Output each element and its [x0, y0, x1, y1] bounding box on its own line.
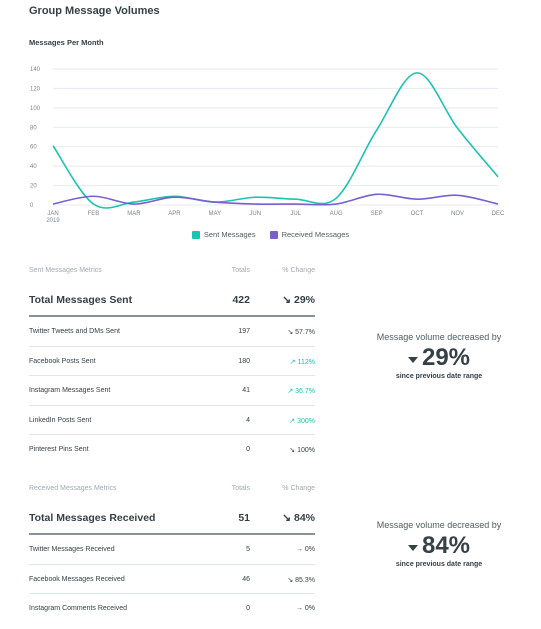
- y-tick-label: 40: [30, 164, 37, 170]
- sent-summary: Message volume decreased by 29% since pr…: [345, 332, 533, 380]
- header-change: % Change: [282, 267, 315, 274]
- row-total: 46: [242, 575, 250, 583]
- legend-label-sent: Sent Messages: [203, 230, 256, 239]
- y-tick-label: 100: [30, 106, 41, 112]
- total-value: 51: [238, 512, 250, 524]
- x-tick-label: MAY: [209, 211, 222, 217]
- row-label: Pinterest Pins Sent: [29, 446, 89, 453]
- x-tick-label: OCT: [411, 211, 424, 217]
- row-change: ↘ 85.3%: [287, 576, 315, 584]
- row-label: Facebook Messages Received: [29, 575, 125, 583]
- received-metrics-table: Received Messages Metrics Totals % Chang…: [29, 485, 315, 623]
- received-summary: Message volume decreased by 84% since pr…: [345, 520, 533, 568]
- x-tick-label: AUG: [330, 211, 343, 217]
- row-label: Twitter Tweets and DMs Sent: [29, 328, 120, 335]
- row-total: 5: [246, 546, 250, 553]
- total-value: 422: [232, 294, 250, 306]
- row-total: 0: [246, 605, 250, 612]
- table-row: Facebook Messages Received 46 ↘ 85.3%: [29, 565, 315, 594]
- series-line-received: [52, 193, 499, 206]
- legend-label-received: Received Messages: [281, 230, 350, 239]
- series-line-sent: [52, 72, 499, 209]
- summary-value: 29%: [421, 344, 471, 371]
- row-change: → 0%: [295, 546, 315, 553]
- row-label: Instagram Messages Sent: [29, 387, 111, 394]
- page-title: Group Message Volumes: [29, 5, 160, 17]
- row-total: 41: [242, 387, 250, 394]
- y-tick-label: 60: [30, 145, 37, 151]
- table-header: Received Messages Metrics Totals % Chang…: [29, 485, 315, 499]
- y-tick-label: 0: [30, 203, 34, 209]
- y-tick-label: 120: [30, 86, 41, 92]
- total-change: ↘ 29%: [282, 294, 315, 306]
- header-totals: Totals: [231, 485, 250, 492]
- table-row: Facebook Posts Sent 180 ↗ 112%: [29, 347, 315, 376]
- row-total: 197: [238, 328, 250, 335]
- table-row: Instagram Comments Received 0 → 0%: [29, 594, 315, 623]
- summary-since: since previous date range: [395, 561, 483, 568]
- summary-value-row: 29%: [345, 344, 533, 372]
- x-tick-label: MAR: [127, 211, 141, 217]
- sent-metrics-table: Sent Messages Metrics Totals % Change To…: [29, 267, 315, 464]
- x-tick-label: APR: [168, 211, 181, 217]
- table-row: Twitter Tweets and DMs Sent 197 ↘ 57.7%: [29, 317, 315, 347]
- row-change: ↘ 100%: [289, 447, 315, 454]
- y-tick-label: 20: [30, 184, 37, 190]
- total-row: Total Messages Sent 422 ↘ 29%: [29, 281, 315, 317]
- table-row: Twitter Messages Received 5 → 0%: [29, 535, 315, 565]
- table-row: Instagram Messages Sent 41 ↗ 36.7%: [29, 376, 315, 406]
- x-tick-label: JUL: [290, 211, 301, 217]
- total-label: Total Messages Sent: [29, 294, 133, 306]
- row-change: ↗ 112%: [289, 358, 315, 366]
- x-tick-label: DEC: [492, 211, 505, 217]
- decrease-icon: [407, 357, 418, 363]
- y-tick-label: 140: [30, 67, 41, 73]
- x-tick-label: SEP: [371, 211, 383, 217]
- total-change: ↘ 84%: [282, 512, 315, 524]
- header-totals: Totals: [231, 267, 250, 274]
- table-row: Pinterest Pins Sent 0 ↘ 100%: [29, 435, 315, 464]
- total-row: Total Messages Received 51 ↘ 84%: [29, 499, 315, 535]
- row-total: 4: [246, 416, 250, 424]
- summary-since: since previous date range: [395, 373, 483, 380]
- summary-text: Message volume decreased by: [376, 332, 502, 342]
- row-label: Twitter Messages Received: [29, 546, 115, 553]
- header-metrics: Sent Messages Metrics: [29, 267, 102, 274]
- row-total: 180: [238, 357, 250, 365]
- row-label: Instagram Comments Received: [29, 605, 128, 612]
- legend-swatch-sent: [191, 230, 200, 239]
- summary-value-row: 84%: [345, 532, 533, 560]
- row-label: LinkedIn Posts Sent: [29, 416, 92, 424]
- legend-item-received[interactable]: Received Messages: [269, 230, 350, 239]
- table-header: Sent Messages Metrics Totals % Change: [29, 267, 315, 281]
- row-change: ↗ 36.7%: [287, 388, 315, 395]
- x-tick-label: JUN: [249, 211, 261, 217]
- row-change: ↘ 57.7%: [287, 329, 315, 336]
- row-total: 0: [246, 446, 250, 453]
- total-label: Total Messages Received: [29, 512, 156, 524]
- x-tick-label: FEB: [88, 211, 100, 217]
- x-tick-label: NOV: [451, 211, 464, 217]
- chart-legend: Sent Messages Received Messages: [0, 230, 541, 239]
- chart-title: Messages Per Month: [29, 38, 104, 47]
- header-metrics: Received Messages Metrics: [29, 485, 117, 492]
- table-row: LinkedIn Posts Sent 4 ↗ 300%: [29, 406, 315, 435]
- x-tick-label: JAN: [47, 211, 58, 217]
- legend-swatch-received: [269, 230, 278, 239]
- legend-item-sent[interactable]: Sent Messages: [191, 230, 256, 239]
- decrease-icon: [407, 545, 418, 551]
- x-tick-label: 2019: [46, 218, 60, 224]
- y-tick-label: 80: [30, 125, 37, 131]
- header-change: % Change: [282, 485, 315, 492]
- summary-text: Message volume decreased by: [376, 520, 502, 530]
- summary-value: 84%: [421, 532, 471, 559]
- row-change: ↗ 300%: [289, 417, 315, 425]
- row-label: Facebook Posts Sent: [29, 357, 96, 365]
- row-change: → 0%: [295, 605, 315, 612]
